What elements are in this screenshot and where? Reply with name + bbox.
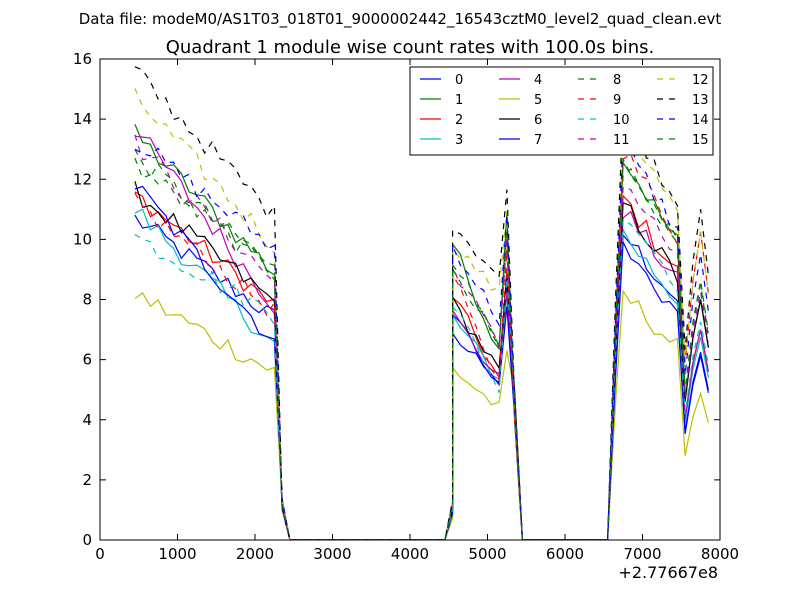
y-tick-label: 10 [73,230,92,248]
y-tick-label: 2 [82,471,92,489]
legend-label-1: 1 [455,93,463,108]
y-tick-label: 6 [82,351,92,369]
legend-label-7: 7 [534,133,542,148]
x-tick-label: 3000 [313,545,351,563]
legend-label-5: 5 [534,93,542,108]
legend-label-2: 2 [455,113,463,128]
x-tick-label: 1000 [158,545,196,563]
legend-label-12: 12 [692,73,709,88]
y-tick-label: 4 [82,411,92,429]
chart-supertitle: Data file: modeM0/AS1T03_018T01_90000024… [79,10,722,29]
x-tick-label: 4000 [391,545,429,563]
y-tick-label: 0 [82,531,92,549]
legend-label-3: 3 [455,133,463,148]
series-lines [134,66,709,540]
legend-label-8: 8 [613,73,621,88]
y-tick-label: 14 [73,110,92,128]
x-offset-label: +2.77667e8 [618,563,718,582]
legend-box [409,66,714,156]
plot-area: 0 1000 2000 3000 4000 5000 6000 7000 80000246810… [73,50,739,563]
x-tick-label: 5000 [468,545,506,563]
y-tick-label: 12 [73,170,92,188]
legend-label-0: 0 [455,73,463,88]
legend-label-4: 4 [534,73,542,88]
x-tick-label: 0 [95,545,105,563]
x-tick-label: 8000 [701,545,739,563]
y-tick-label: 16 [73,50,92,68]
x-tick-label: 6000 [546,545,584,563]
x-tick-label: 7000 [623,545,661,563]
chart-title: Quadrant 1 module wise count rates with … [166,37,655,58]
x-tick-label: 2000 [236,545,274,563]
series-line-9 [134,153,709,540]
legend-label-11: 11 [613,133,630,148]
legend-label-14: 14 [692,113,709,128]
legend-label-9: 9 [613,93,621,108]
y-tick-label: 8 [82,291,92,309]
legend-label-10: 10 [613,113,630,128]
legend-label-13: 13 [692,93,709,108]
legend-label-15: 15 [692,133,709,148]
legend-label-6: 6 [534,113,542,128]
